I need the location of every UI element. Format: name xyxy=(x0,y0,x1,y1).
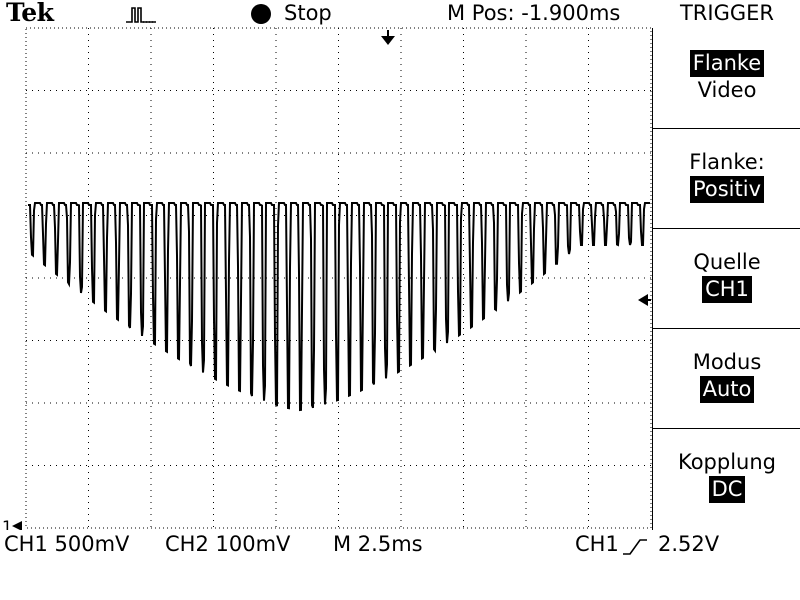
trigger-level-arrow-icon xyxy=(638,294,651,306)
rising-edge-icon xyxy=(623,539,647,555)
slope-value: Positiv xyxy=(689,176,765,203)
ch2-scale: CH2 100mV xyxy=(165,532,291,556)
horizontal-position: M Pos: -1.900ms xyxy=(447,1,621,25)
mode-value: Auto xyxy=(699,376,755,403)
mode-label: Modus xyxy=(692,350,762,374)
channel-ground-arrow-icon xyxy=(12,521,22,530)
menu-coupling[interactable]: Kopplung DC xyxy=(653,428,800,529)
coupling-label: Kopplung xyxy=(677,450,777,474)
run-state: Stop xyxy=(284,1,332,25)
ch1-scale: CH1 500mV xyxy=(4,532,130,556)
trigger-source: CH1 xyxy=(575,532,619,556)
brand-logo: Tek xyxy=(6,0,54,27)
graticule-border xyxy=(25,27,652,529)
ch1-trace xyxy=(28,202,650,412)
menu-slope[interactable]: Flanke: Positiv xyxy=(653,128,800,229)
waveform-display: 1 xyxy=(2,27,652,530)
menu-mode[interactable]: Modus Auto xyxy=(653,328,800,429)
source-label: Quelle xyxy=(693,250,761,274)
type-other: Video xyxy=(697,78,757,102)
source-value: CH1 xyxy=(702,276,752,303)
run-state-indicator-icon xyxy=(251,4,271,24)
slope-label: Flanke: xyxy=(689,150,765,174)
channel-ground-marker: 1 xyxy=(2,517,12,530)
menu-title: TRIGGER xyxy=(679,1,775,25)
pulse-waveform-icon xyxy=(126,7,156,23)
trigger-menu: Flanke Video Flanke: Positiv Quelle CH1 … xyxy=(652,28,800,530)
type-selected: Flanke xyxy=(689,50,765,77)
trigger-position-arrow-icon xyxy=(381,30,395,45)
trigger-level: 2.52V xyxy=(658,532,720,556)
coupling-value: DC xyxy=(708,476,746,503)
menu-source[interactable]: Quelle CH1 xyxy=(653,228,800,329)
time-scale: M 2.5ms xyxy=(333,532,423,556)
menu-type[interactable]: Flanke Video xyxy=(653,28,800,128)
